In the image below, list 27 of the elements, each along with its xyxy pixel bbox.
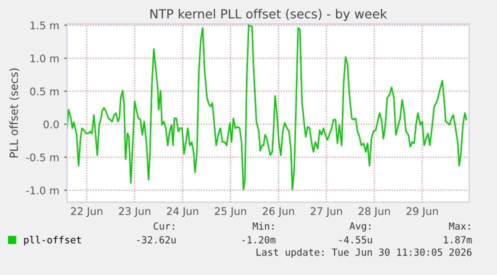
x-tick-label: 24 Jun (166, 207, 198, 217)
y-tick-label: 1.5 m (30, 22, 59, 30)
chart-title: NTP kernel PLL offset (secs) - by week (150, 8, 388, 21)
line-series (67, 24, 468, 190)
legend-label: pll-offset (24, 236, 81, 246)
text: Max: (449, 222, 470, 230)
y-tick-label: -0.5 m (26, 153, 59, 162)
y-axis-title: PLL offset (secs) (9, 68, 20, 158)
x-tick-label: 23 Jun (119, 207, 150, 217)
text: Avg: (350, 222, 370, 232)
x-tick-label: 25 Jun (214, 207, 246, 217)
text: -32.62u (137, 236, 176, 244)
text: Cur: (154, 222, 174, 230)
y-tick-label: -1.0 m (26, 186, 59, 194)
x-tick-label: 29 Jun (406, 207, 438, 217)
x-tick-label: 28 Jun (358, 207, 390, 217)
y-tick-label: 0.5 m (30, 87, 59, 96)
x-tick-label: 22 Jun (71, 207, 102, 217)
text: 1.87m (444, 236, 472, 244)
y-tick-label: 0.0 (44, 120, 59, 128)
text: -1.20m (242, 236, 276, 244)
text: Last update: Tue Jun 30 11:30:05 2026 (256, 248, 472, 258)
y-tick-label: 1.0 m (30, 54, 59, 62)
x-tick-label: 26 Jun (262, 207, 294, 217)
text: Min: (252, 222, 274, 230)
text: -4.55u (339, 236, 372, 244)
x-tick-label: 27 Jun (310, 207, 342, 217)
